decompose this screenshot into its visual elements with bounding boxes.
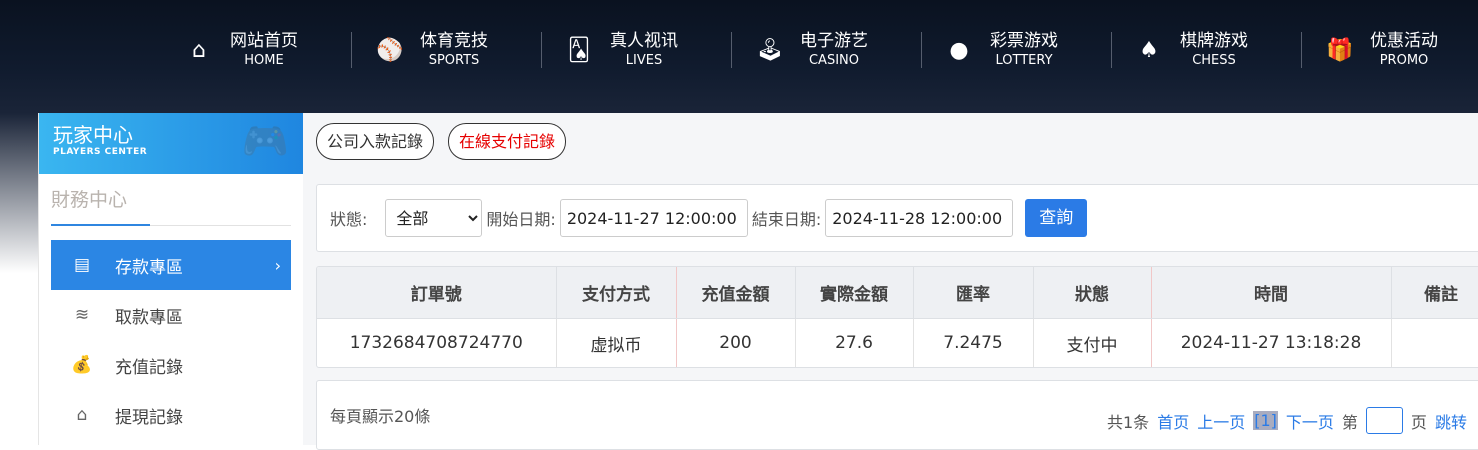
- nav-divider: [731, 32, 732, 68]
- sidebar-item-3[interactable]: ⌂ 提現記錄: [51, 390, 291, 440]
- sidebar: 玩家中心 PLAYERS CENTER 🎮 財務中心 ▤ 存款專區 › ≋ 取款專區 💰 充…: [38, 113, 303, 445]
- table-cell: 7.2475: [913, 318, 1034, 367]
- pagination-panel: 每頁顯示20條 共1条 首页 上一页 [1] 下一页 第 页 跳转: [316, 380, 1478, 450]
- nav-divider: [921, 32, 922, 68]
- sidebar-title: 玩家中心: [53, 123, 133, 147]
- gamepad-icon: 🎮: [241, 119, 289, 163]
- gift-icon: 🎁: [1326, 37, 1354, 63]
- table-cell: 2024-11-27 13:18:28: [1151, 318, 1392, 367]
- nav-divider: [541, 32, 542, 68]
- column-header: 實際金額: [795, 267, 914, 319]
- money-bag-icon: 💰: [71, 355, 93, 375]
- nav-item-casino[interactable]: 🕹 电子游艺 CASINO: [756, 31, 868, 68]
- card-icon: ▤: [73, 255, 91, 275]
- sidebar-subtitle: PLAYERS CENTER: [53, 147, 148, 157]
- main-content: 公司入款記錄 在線支付記錄 狀態: 全部 開始日期: 結束日期: 查詢 訂單號支…: [303, 113, 1478, 450]
- ball-icon: ⚾: [376, 37, 404, 63]
- column-header: 訂單號: [317, 267, 557, 319]
- table-cell: 支付中: [1033, 318, 1152, 367]
- nav-item-lottery[interactable]: ● 彩票游戏 LOTTERY: [940, 30, 1111, 70]
- cards-icon: 🂡: [567, 37, 591, 63]
- prev-page-link[interactable]: 上一页: [1197, 412, 1246, 432]
- nav-divider: [1301, 32, 1302, 68]
- status-select[interactable]: 全部: [385, 199, 483, 237]
- sidebar-item-2[interactable]: 💰 充值記錄: [71, 355, 183, 378]
- spade-icon: ♠: [1139, 37, 1159, 63]
- joystick-icon: 🕹: [756, 37, 784, 63]
- table-cell: 200: [676, 318, 796, 367]
- column-header: 支付方式: [556, 267, 677, 319]
- end-date-input[interactable]: [825, 199, 1014, 237]
- page-number-input[interactable]: [1365, 407, 1403, 434]
- total-count: 共1条: [1107, 412, 1150, 432]
- wallet-icon: ⌂: [76, 405, 88, 425]
- tab-online-payment-records[interactable]: 在線支付記錄: [448, 123, 567, 160]
- query-button[interactable]: 查詢: [1025, 199, 1088, 237]
- nav-item-promo[interactable]: 🎁 优惠活动 PROMO: [1326, 31, 1438, 68]
- sidebar-item-1[interactable]: ≋ 取款專區: [51, 290, 291, 340]
- home-icon: ⌂: [192, 37, 206, 63]
- column-header: 時間: [1151, 267, 1392, 319]
- nav-item-home[interactable]: ⌂ 网站首页 HOME: [180, 30, 351, 70]
- lottery-balls-icon: ●: [949, 37, 969, 63]
- nav-divider: [1111, 32, 1112, 68]
- cash-hand-icon: ≋: [74, 305, 90, 325]
- table-row: 1732684708724770 虚拟币 200 27.6 7.2475 支付中 2024-…: [317, 318, 1478, 367]
- section-title: 財務中心: [51, 186, 291, 226]
- column-header: 匯率: [913, 267, 1034, 319]
- nav-divider: [351, 32, 352, 68]
- records-table: 訂單號 支付方式 充值金額 實際金額 匯率 狀態 時間 備註 1732684708724770 虚…: [316, 266, 1478, 368]
- next-page-link[interactable]: 下一页: [1285, 412, 1334, 432]
- column-header: 充值金額: [676, 267, 796, 319]
- table-cell: [1391, 318, 1478, 367]
- column-header: 狀態: [1033, 267, 1152, 319]
- filter-panel: 狀態: 全部 開始日期: 結束日期: 查詢: [316, 184, 1478, 252]
- top-navigation: ⌂ 网站首页 HOME ⚾ 体育竞技 SPORTS 🂡 真人视讯 LIVES 🕹 电子游艺 CASIN…: [0, 0, 1478, 113]
- table-cell: 1732684708724770: [317, 318, 557, 367]
- nav-item-sports[interactable]: ⚾ 体育竞技 SPORTS: [376, 31, 488, 68]
- start-date-label: 開始日期:: [486, 210, 556, 229]
- per-page-text: 每頁顯示20條: [330, 407, 431, 426]
- first-page-link[interactable]: 首页: [1157, 412, 1190, 432]
- nav-item-chess[interactable]: ♠ 棋牌游戏 CHESS: [1130, 30, 1301, 70]
- status-label: 狀態:: [330, 210, 368, 229]
- chevron-right-icon: ›: [274, 255, 281, 275]
- end-date-label: 結束日期:: [751, 210, 822, 229]
- players-center-banner: 玩家中心 PLAYERS CENTER 🎮: [39, 113, 303, 174]
- tab-company-deposit-records[interactable]: 公司入款記錄: [316, 123, 435, 160]
- start-date-input[interactable]: [559, 199, 748, 237]
- current-page[interactable]: [1]: [1253, 411, 1278, 430]
- jump-link[interactable]: 跳转: [1434, 412, 1467, 432]
- nav-item-lives[interactable]: 🂡 真人视讯 LIVES: [567, 31, 678, 68]
- sidebar-item-0[interactable]: ▤ 存款專區 ›: [51, 240, 291, 290]
- column-header: 備註: [1391, 267, 1478, 319]
- table-cell: 虚拟币: [556, 318, 677, 367]
- table-cell: 27.6: [795, 318, 914, 367]
